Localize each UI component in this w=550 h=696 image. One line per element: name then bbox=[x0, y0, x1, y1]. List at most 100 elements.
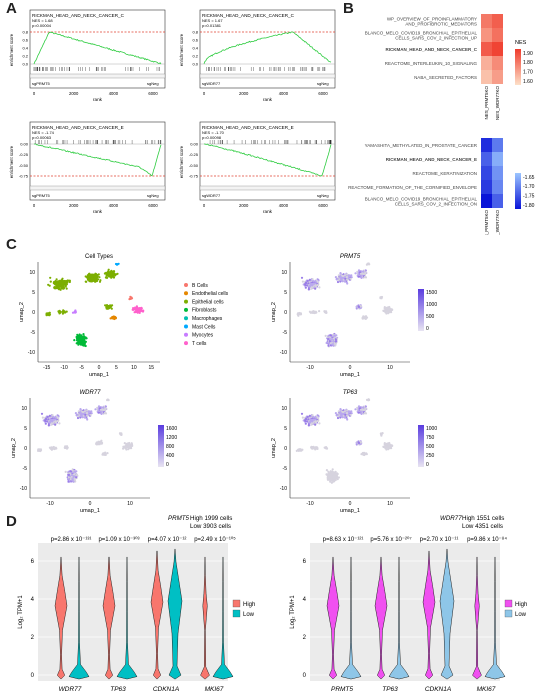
heatmap-cell bbox=[481, 28, 492, 42]
umap-point bbox=[141, 310, 144, 313]
umap-point bbox=[331, 473, 334, 476]
umap-x-tick: 0 bbox=[89, 501, 92, 507]
violin-plot-bg bbox=[38, 543, 228, 681]
umap-point bbox=[380, 295, 384, 299]
umap-x-tick: -10 bbox=[306, 365, 313, 371]
umap-point bbox=[57, 415, 60, 418]
heatmap-col-label: NES_WDR77KO bbox=[495, 210, 500, 235]
umap-y-label: umap_2 bbox=[11, 438, 17, 458]
umap-point bbox=[312, 311, 315, 314]
umap-point bbox=[97, 273, 100, 276]
umap-legend-tick: 1000 bbox=[426, 426, 437, 432]
umap-feature-prmt5: PRMT5 -10 0 10 10 5 0 -5 -10 umap_1 umap_2 bbox=[271, 254, 410, 378]
umap-point bbox=[75, 476, 78, 479]
umap-point bbox=[62, 310, 65, 313]
gsea-left-label: sgPRMT5 bbox=[32, 81, 51, 86]
gsea-x-label: rank bbox=[93, 209, 103, 214]
gsea-x-tick: 6000 bbox=[148, 91, 158, 96]
gsea-x-tick: 6000 bbox=[148, 203, 158, 208]
umap-y-tick: -5 bbox=[283, 466, 288, 472]
umap-legend-tick: 0 bbox=[166, 462, 169, 468]
heatmap-cell bbox=[481, 56, 492, 70]
celltype-legend-dot bbox=[184, 341, 188, 346]
umap-point bbox=[99, 408, 103, 411]
umap-point bbox=[316, 283, 319, 287]
umap-point bbox=[308, 414, 311, 417]
umap-point bbox=[79, 343, 82, 346]
heatmap-legend-tick: -1.75 bbox=[523, 193, 535, 199]
umap-x-label: umap_1 bbox=[340, 372, 360, 378]
celltype-legend-dot bbox=[184, 299, 188, 304]
umap-point bbox=[102, 452, 105, 455]
umap-point bbox=[343, 410, 346, 413]
celltype-legend-label: Myocytes bbox=[192, 333, 214, 339]
umap-point bbox=[334, 474, 337, 478]
umap-point bbox=[335, 278, 338, 281]
umap-point bbox=[360, 275, 363, 279]
gsea-y-label: enrichment score bbox=[179, 145, 184, 178]
heatmap-col-label: NES_WDR77KO bbox=[495, 86, 500, 121]
umap-point bbox=[54, 423, 57, 426]
umap-y-tick: -5 bbox=[23, 466, 28, 472]
umap-point bbox=[304, 286, 307, 289]
celltype-legend-label: Fibroblasts bbox=[192, 308, 217, 314]
umap-point bbox=[53, 282, 56, 285]
gsea-rank-bar bbox=[199, 185, 336, 191]
celltype-legend-dot bbox=[184, 307, 188, 312]
umap-point bbox=[83, 410, 86, 413]
umap-point bbox=[300, 412, 304, 415]
umap-legend-tick: 500 bbox=[426, 444, 435, 450]
umap-x-tick: 10 bbox=[131, 365, 137, 371]
umap-point bbox=[128, 441, 131, 445]
umap-point bbox=[130, 442, 133, 445]
umap-point bbox=[324, 334, 327, 337]
umap-point bbox=[120, 433, 123, 436]
umap-point bbox=[359, 408, 363, 411]
heatmap-col-label: NES_PRMT5KO bbox=[484, 86, 489, 120]
violin-pvalue: p=5.76 x 10⁻²⁰⁷ bbox=[370, 536, 411, 543]
umap-point bbox=[346, 414, 349, 417]
umap-point bbox=[65, 287, 68, 290]
violin-shape bbox=[374, 556, 388, 680]
heatmap-legend-tick: 1.80 bbox=[523, 60, 533, 66]
umap-point bbox=[345, 275, 349, 279]
umap-point bbox=[363, 411, 366, 415]
umap-point bbox=[64, 446, 67, 449]
umap-point bbox=[107, 270, 110, 273]
celltype-legend-label: Mast Cells bbox=[192, 324, 216, 330]
umap-y-tick: 10 bbox=[281, 270, 287, 276]
umap-point bbox=[307, 288, 310, 291]
violin-gene-label: MKI67 bbox=[477, 686, 496, 693]
umap-point bbox=[317, 279, 320, 282]
umap-point bbox=[340, 414, 343, 417]
umap-point bbox=[49, 420, 52, 423]
heatmap-cell bbox=[481, 166, 492, 180]
violin-y-tick: 0 bbox=[31, 673, 35, 679]
umap-point bbox=[384, 307, 387, 310]
gsea-y-label: enrichment score bbox=[179, 33, 184, 66]
celltype-legend-dot bbox=[184, 291, 188, 296]
umap-y-tick: 5 bbox=[24, 426, 27, 432]
heatmap-cell bbox=[481, 138, 492, 152]
umap-point bbox=[360, 453, 363, 456]
umap-legend-tick: 0 bbox=[426, 326, 429, 332]
gsea-x-tick: 4000 bbox=[279, 91, 289, 96]
umap-point bbox=[388, 305, 391, 309]
gsea-y-tick: 0.4 bbox=[22, 46, 28, 51]
violin-shape bbox=[54, 556, 68, 680]
umap-point bbox=[103, 411, 106, 415]
heatmap-cell bbox=[492, 152, 503, 166]
umap-point bbox=[104, 452, 107, 455]
heatmap-top: WP_OVERVIEW_OF_PROINFLAMMATORYAND_PROFIB… bbox=[365, 14, 533, 120]
umap-point bbox=[310, 423, 313, 426]
umap-point bbox=[79, 334, 83, 337]
umap-point bbox=[105, 276, 109, 279]
gsea-title: RICKMAN_HEAD_AND_NECK_CANCER_E bbox=[32, 125, 124, 130]
umap-point bbox=[86, 418, 89, 421]
violin-y-tick: 4 bbox=[303, 597, 307, 603]
umap-y-tick: 10 bbox=[21, 406, 27, 412]
heatmap-row-label: RICKMAN_HEAD_AND_NECK_CANCER_C bbox=[385, 47, 477, 52]
